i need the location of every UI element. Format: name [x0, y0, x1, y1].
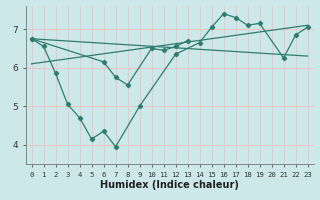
X-axis label: Humidex (Indice chaleur): Humidex (Indice chaleur) — [100, 180, 239, 190]
